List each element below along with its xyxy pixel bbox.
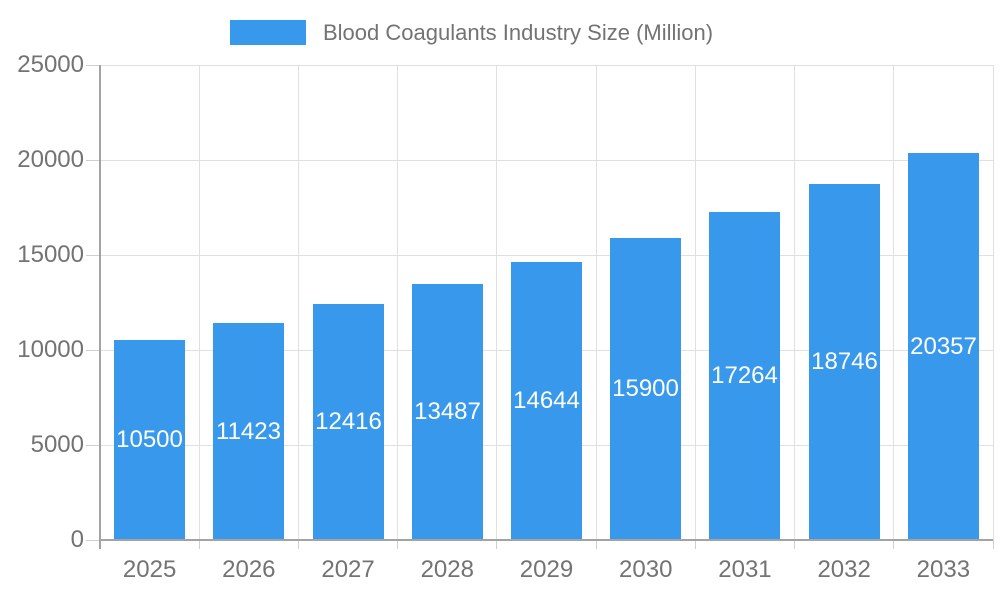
bar-value-label: 11423 — [216, 417, 281, 445]
bar-value-label: 14644 — [513, 387, 580, 414]
x-tick-label: 2028 — [420, 556, 474, 583]
bar: 11423 — [213, 323, 284, 540]
bar: 18746 — [809, 184, 880, 540]
bar-value-label: 10500 — [116, 426, 183, 453]
x-tick-label: 2033 — [916, 556, 971, 583]
y-axis-tick — [86, 349, 100, 351]
bar-value-label: 18746 — [811, 348, 878, 375]
y-axis-tick — [86, 64, 100, 66]
bar: 10500 — [114, 340, 185, 540]
gridline-vertical — [694, 65, 696, 540]
x-axis-tick — [992, 540, 994, 549]
legend-swatch-icon — [230, 20, 306, 45]
bar-value-label: 17264 — [711, 362, 778, 389]
x-axis-line — [100, 539, 993, 541]
bar-value-label: 12416 — [315, 408, 382, 435]
x-tick-label: 2029 — [519, 556, 574, 583]
x-axis-tick — [794, 540, 796, 549]
bar-value-label: 13487 — [414, 398, 481, 425]
x-tick-label: 2030 — [619, 556, 673, 583]
bar: 12416 — [313, 304, 384, 540]
x-tick-label: 2025 — [122, 556, 177, 583]
y-tick-label: 0 — [70, 526, 84, 553]
x-axis-tick — [198, 540, 200, 549]
bar: 15900 — [610, 238, 681, 540]
gridline-vertical — [198, 65, 200, 540]
y-tick-label: 10000 — [17, 336, 84, 363]
y-axis-tick — [86, 159, 100, 161]
y-axis-tick — [86, 254, 100, 256]
gridline-vertical — [496, 65, 498, 540]
legend-label: Blood Coagulants Industry Size (Million) — [323, 19, 714, 45]
x-tick-label: 2032 — [817, 556, 871, 583]
bar-value-label: 15900 — [612, 375, 679, 402]
y-axis-line — [99, 65, 101, 549]
y-tick-label: 15000 — [17, 241, 84, 268]
x-axis-tick — [694, 540, 696, 549]
bar: 17264 — [709, 212, 780, 540]
bar: 14644 — [511, 262, 582, 540]
bar: 13487 — [412, 284, 483, 540]
gridline-vertical — [595, 65, 597, 540]
gridline-horizontal — [100, 159, 993, 161]
gridline-horizontal — [100, 64, 993, 66]
x-tick-label: 2027 — [321, 556, 375, 583]
x-axis-tick — [893, 540, 895, 549]
x-tick-label: 2026 — [222, 556, 276, 583]
x-axis-tick — [397, 540, 399, 549]
gridline-vertical — [397, 65, 399, 540]
y-axis-tick — [86, 444, 100, 446]
bar-value-label: 20357 — [910, 332, 977, 360]
gridline-vertical — [297, 65, 299, 540]
bar: 20357 — [908, 153, 979, 540]
x-axis-tick — [496, 540, 498, 549]
gridline-vertical — [893, 65, 895, 540]
y-tick-label: 20000 — [17, 146, 84, 173]
x-tick-label: 2031 — [718, 556, 772, 583]
gridline-vertical — [794, 65, 796, 540]
y-tick-label: 5000 — [30, 431, 84, 458]
gridline-vertical — [992, 65, 994, 540]
chart-legend: Blood Coagulants Industry Size (Million) — [230, 20, 713, 45]
y-tick-label: 25000 — [17, 51, 84, 78]
x-axis-tick — [297, 540, 299, 549]
y-axis-tick — [86, 539, 100, 541]
gridline-horizontal — [100, 254, 993, 256]
x-axis-tick — [595, 540, 597, 549]
